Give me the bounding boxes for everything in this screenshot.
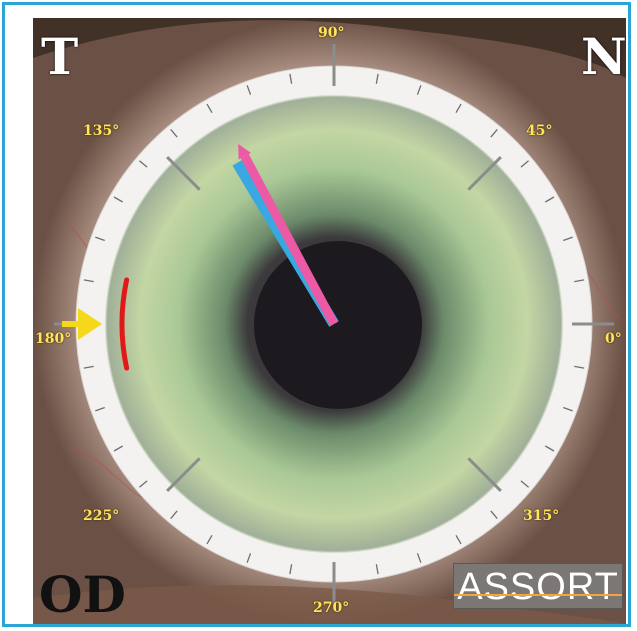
tick-310 (490, 510, 498, 519)
tick-160 (95, 236, 105, 242)
tick-250 (246, 553, 252, 563)
pink-axis-arrow (240, 154, 338, 327)
tick-220 (139, 480, 148, 488)
tick-230 (170, 510, 178, 519)
degree-label-225: 225° (83, 508, 120, 524)
tick-210 (113, 445, 124, 452)
degree-label-180: 180° (35, 331, 72, 347)
degree-label-270: 270° (313, 600, 350, 616)
tick-260 (289, 564, 293, 575)
red-arc-marker (119, 277, 130, 371)
tick-110 (246, 85, 252, 95)
yellow-arrow-marker (62, 308, 102, 340)
tick-200 (95, 406, 105, 412)
tick-350 (574, 365, 585, 369)
tick-290 (416, 553, 422, 563)
tick-80 (375, 73, 379, 84)
tick-140 (139, 160, 148, 168)
tick-40 (520, 160, 529, 168)
tick-330 (544, 445, 555, 452)
tick-300 (455, 534, 462, 545)
upper-eyelid (33, 18, 626, 78)
degree-label-0: 0° (605, 331, 622, 347)
tick-60 (455, 103, 462, 114)
degree-label-135: 135° (83, 123, 120, 139)
degree-ticks (54, 44, 614, 604)
tick-70 (416, 85, 422, 95)
tick-320 (520, 480, 529, 488)
tick-120 (206, 103, 213, 114)
lower-eyelid (33, 585, 626, 624)
tick-30 (544, 196, 555, 203)
degree-label-45: 45° (526, 123, 553, 139)
tick-130 (170, 129, 178, 138)
assort-logo: ASSORT (453, 563, 623, 609)
tick-150 (113, 196, 124, 203)
assort-logo-text: ASSORT (457, 566, 619, 608)
tick-340 (563, 406, 573, 412)
tick-10 (574, 279, 585, 283)
tick-190 (83, 365, 94, 369)
major-inner-tick-45 (467, 156, 502, 191)
temporal-label: T (41, 27, 79, 86)
tick-20 (563, 236, 573, 242)
tick-50 (490, 129, 498, 138)
degree-label-315: 315° (523, 508, 560, 524)
tick-170 (83, 279, 94, 283)
pupil (254, 241, 422, 409)
axis-markers (62, 143, 339, 371)
major-inner-tick-315 (467, 457, 502, 492)
eye-diagram (33, 18, 626, 624)
major-inner-tick-135 (166, 156, 201, 191)
tick-280 (375, 564, 379, 575)
tick-100 (289, 73, 293, 84)
major-inner-tick-225 (166, 457, 201, 492)
right-eye-label: OD (39, 565, 126, 624)
tick-240 (206, 534, 213, 545)
nasal-label: N (581, 27, 626, 86)
degree-label-90: 90° (318, 25, 345, 41)
eye-photo: T N OD 90° 45° 135° 180° 0° 225° 315° 27… (33, 18, 626, 624)
pink-axis-arrow-head (238, 143, 251, 160)
